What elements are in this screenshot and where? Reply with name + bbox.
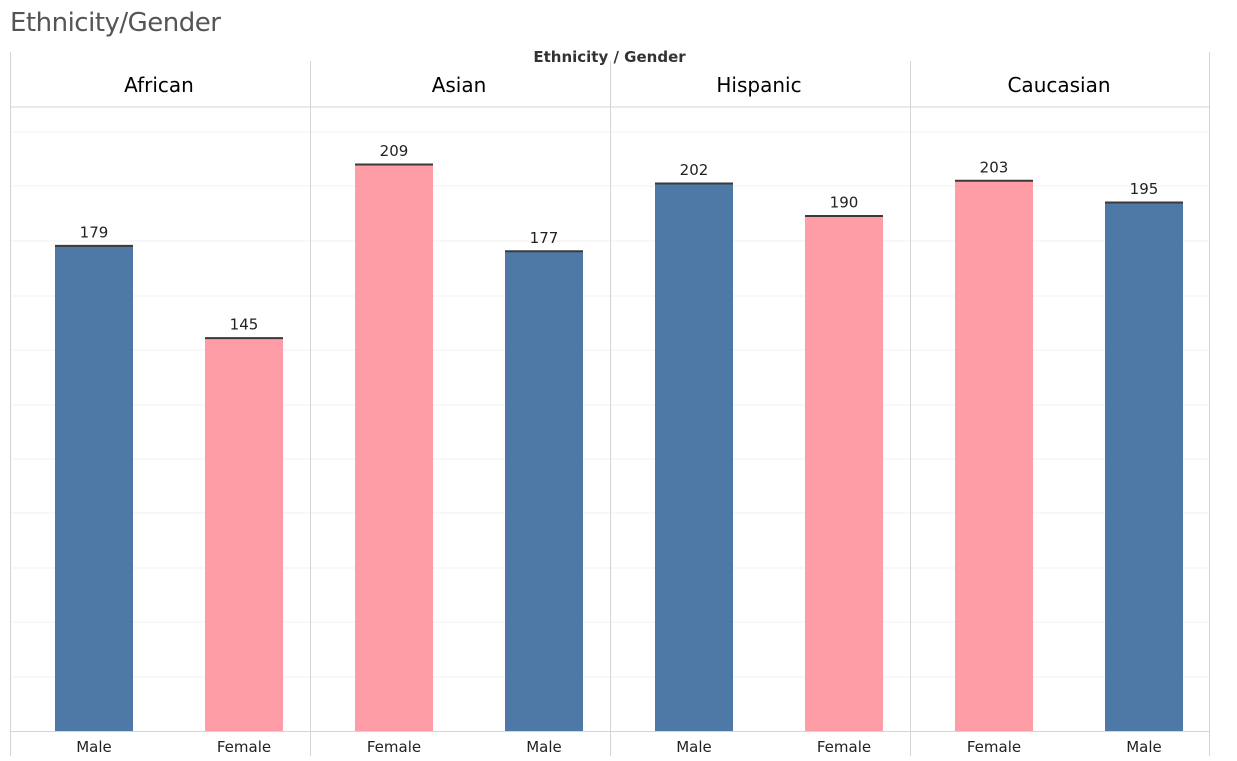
sheet-title: Ethnicity/Gender: [10, 8, 221, 38]
tick-label: Female: [367, 738, 421, 756]
bar-caucasian-female[interactable]: [955, 180, 1033, 731]
panel-label-hispanic: Hispanic: [716, 73, 801, 97]
panel-label-asian: Asian: [432, 73, 487, 97]
panel-label-african: African: [124, 73, 194, 97]
data-label: 195: [1130, 180, 1159, 198]
bar-african-female[interactable]: [205, 337, 283, 731]
column-header: Ethnicity / Gender: [533, 48, 686, 66]
bar-hispanic-female[interactable]: [805, 215, 883, 732]
data-label: 145: [230, 316, 259, 334]
data-label: 190: [830, 194, 859, 212]
tick-label: Female: [967, 738, 1021, 756]
bar-caucasian-male[interactable]: [1105, 201, 1183, 731]
data-label: 209: [380, 142, 409, 160]
bar-layer: [55, 163, 1183, 732]
panel-label-caucasian: Caucasian: [1007, 73, 1110, 97]
data-label: 177: [530, 229, 559, 247]
bar-african-male[interactable]: [55, 245, 133, 731]
bar-asian-male[interactable]: [505, 250, 583, 731]
frame-layer: [10, 52, 1210, 756]
tick-label: Male: [526, 738, 562, 756]
data-label: 179: [80, 223, 109, 241]
tick-label: Female: [817, 738, 871, 756]
data-label: 202: [680, 161, 709, 179]
tick-label: Female: [217, 738, 271, 756]
tick-label: Male: [76, 738, 112, 756]
tick-label: Male: [676, 738, 712, 756]
tick-label: Male: [1126, 738, 1162, 756]
bar-hispanic-male[interactable]: [655, 182, 733, 731]
text-layer: African 179 Male 145 Female Asian 209 Female 177…: [76, 73, 1162, 756]
data-label: 203: [980, 158, 1009, 176]
bar-asian-female[interactable]: [355, 163, 433, 732]
